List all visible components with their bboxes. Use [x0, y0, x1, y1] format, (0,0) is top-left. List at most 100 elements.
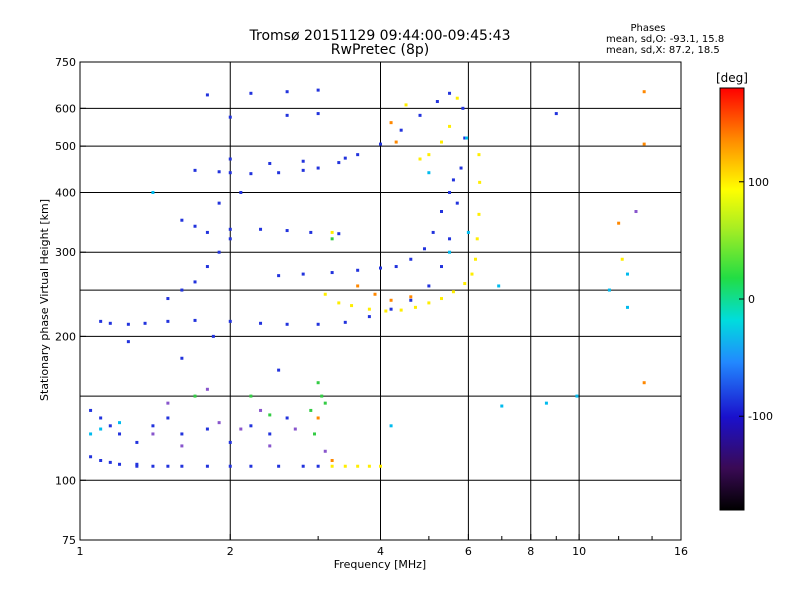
- data-point: [440, 297, 444, 301]
- data-point: [193, 318, 197, 322]
- data-point: [316, 381, 320, 385]
- scatter-points: [89, 88, 646, 468]
- data-point: [285, 113, 289, 117]
- data-point: [435, 100, 439, 104]
- data-point: [135, 464, 139, 468]
- x-tick-label: 8: [527, 545, 534, 558]
- x-tick-label: 6: [465, 545, 472, 558]
- data-point: [259, 227, 263, 231]
- data-point: [477, 212, 481, 216]
- data-point: [166, 416, 170, 420]
- data-point: [180, 218, 184, 222]
- colorbar: -100 0 100 [deg]: [716, 71, 773, 511]
- data-point: [330, 464, 334, 468]
- data-point: [617, 221, 621, 225]
- data-point: [228, 227, 232, 231]
- data-point: [642, 381, 646, 385]
- data-point: [497, 284, 501, 288]
- data-point: [118, 432, 122, 436]
- data-point: [166, 319, 170, 323]
- data-point: [99, 458, 103, 462]
- data-point: [394, 265, 398, 269]
- data-point: [554, 112, 558, 116]
- data-point: [205, 265, 209, 269]
- data-point: [180, 356, 184, 360]
- x-tick-label: 2: [227, 545, 234, 558]
- data-point: [259, 408, 263, 412]
- chart-subtitle: RwPretec (8p): [331, 42, 429, 58]
- data-point: [228, 237, 232, 241]
- data-point: [316, 112, 320, 116]
- data-point: [625, 272, 629, 276]
- data-point: [228, 115, 232, 119]
- data-point: [166, 297, 170, 301]
- data-point: [330, 230, 334, 234]
- data-point: [473, 257, 477, 261]
- data-point: [217, 421, 221, 425]
- data-point: [193, 394, 197, 398]
- data-point: [151, 464, 155, 468]
- x-axis-ticks: 1 2 4 6 8 10 16: [77, 534, 688, 558]
- data-point: [320, 394, 324, 398]
- data-point: [301, 168, 305, 172]
- data-point: [418, 113, 422, 117]
- data-point: [389, 121, 393, 125]
- data-point: [180, 432, 184, 436]
- data-point: [379, 266, 382, 270]
- data-point: [475, 237, 479, 241]
- data-point: [285, 416, 289, 420]
- data-point: [409, 295, 413, 299]
- data-point: [607, 288, 611, 292]
- stats-line-o: mean, sd,O: -93.1, 15.8: [606, 34, 724, 45]
- data-point: [239, 190, 243, 194]
- data-point: [228, 319, 232, 323]
- data-point: [448, 124, 452, 128]
- data-point: [367, 464, 371, 468]
- data-point: [343, 320, 347, 324]
- data-point: [337, 161, 341, 165]
- data-point: [108, 321, 112, 325]
- data-point: [448, 190, 452, 194]
- data-point: [205, 387, 209, 391]
- colorbar-tick-label: -100: [748, 410, 773, 423]
- colorbar-label: [deg]: [716, 71, 748, 85]
- data-point: [343, 156, 347, 160]
- y-axis-ticks: 75 100 200 300 400 500 600 750: [55, 56, 86, 547]
- data-point: [544, 401, 548, 405]
- data-point: [126, 322, 130, 326]
- data-point: [427, 301, 431, 305]
- data-point: [399, 308, 403, 312]
- data-point: [193, 224, 197, 228]
- y-tick-label: 75: [62, 534, 76, 547]
- data-point: [427, 171, 431, 175]
- data-point: [463, 282, 467, 286]
- data-point: [337, 232, 341, 236]
- data-point: [293, 427, 297, 431]
- data-point: [330, 458, 334, 462]
- data-point: [180, 288, 184, 292]
- data-point: [323, 401, 327, 405]
- data-point: [642, 142, 646, 146]
- y-tick-label: 200: [55, 330, 76, 343]
- y-tick-label: 300: [55, 246, 76, 259]
- data-point: [118, 462, 122, 466]
- data-point: [316, 464, 320, 468]
- data-point: [477, 153, 481, 157]
- data-point: [367, 315, 371, 319]
- data-point: [316, 322, 320, 326]
- data-point: [259, 321, 263, 325]
- data-point: [448, 237, 452, 241]
- data-point: [180, 444, 184, 448]
- data-point: [89, 408, 93, 412]
- data-point: [249, 91, 253, 95]
- data-point: [143, 321, 147, 325]
- data-point: [440, 140, 444, 144]
- data-point: [316, 416, 320, 420]
- data-point: [440, 210, 444, 214]
- colorbar-ticks: -100 0 100: [739, 176, 773, 423]
- data-point: [459, 166, 463, 170]
- data-point: [418, 157, 422, 161]
- data-point: [118, 421, 122, 425]
- data-point: [620, 257, 624, 261]
